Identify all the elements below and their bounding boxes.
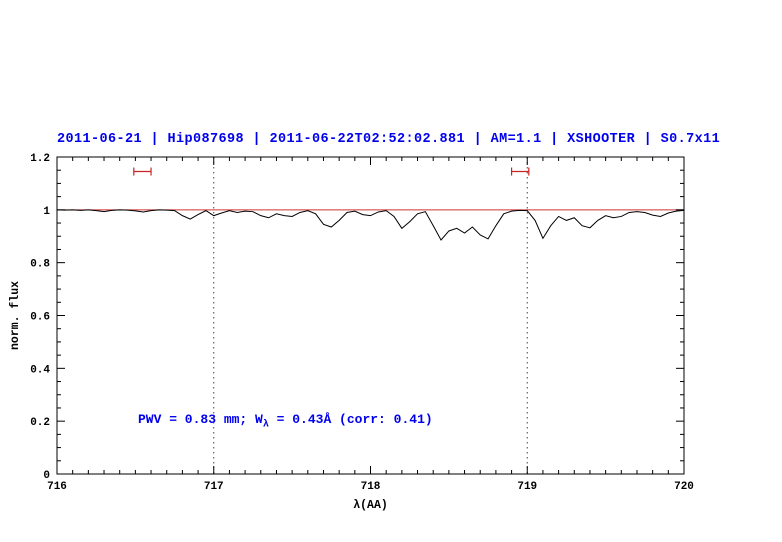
- annotation-post: = 0.43Å (corr: 0.41): [268, 412, 433, 427]
- x-tick-label: 718: [361, 481, 381, 493]
- y-tick-label: 1.2: [30, 153, 50, 165]
- y-tick-label: 0.2: [30, 417, 50, 429]
- x-tick-label: 717: [204, 481, 224, 493]
- y-tick-label: 0: [43, 470, 50, 482]
- y-axis-label: norm. flux: [9, 281, 22, 350]
- x-tick-label: 719: [517, 481, 537, 493]
- y-tick-label: 1: [43, 206, 50, 218]
- x-axis-label: λ(AA): [353, 499, 388, 512]
- annotation-pre: PWV = 0.83 mm; W: [138, 412, 263, 427]
- plot-box: [56, 156, 685, 475]
- y-tick-label: 0.8: [30, 259, 50, 271]
- x-tick-label: 720: [674, 481, 694, 493]
- pwv-annotation: PWV = 0.83 mm; Wλ = 0.43Å (corr: 0.41): [138, 412, 433, 431]
- y-tick-label: 0.4: [30, 364, 50, 376]
- x-tick-label: 716: [47, 481, 67, 493]
- annotation-sub: λ: [262, 419, 269, 431]
- y-tick-label: 0.6: [30, 312, 50, 324]
- plot-generated-layer: 716 717 718 719 720 0 0.2 0.4 0.6 0.8 1 1.2: [30, 153, 694, 493]
- plot-title: 2011-06-21 | Hip087698 | 2011-06-22T02:5…: [57, 132, 721, 147]
- spectrum-line: [56, 209, 685, 241]
